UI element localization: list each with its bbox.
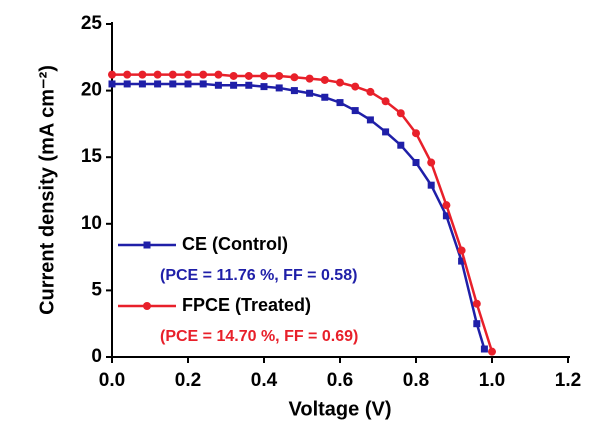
data-point [244,71,253,80]
y-tick-label: 0 [91,346,102,367]
data-point [229,71,238,80]
data-point [275,71,284,80]
data-point [214,70,223,79]
data-point [123,80,131,88]
data-point [488,347,496,356]
data-point [184,70,192,79]
data-point [245,81,253,89]
data-point [472,299,481,308]
data-point [336,99,344,107]
data-point [396,109,405,118]
y-tick-label: 15 [81,146,103,167]
data-point [473,320,481,328]
data-point [381,97,390,106]
data-point [123,70,132,79]
data-point [351,82,360,91]
data-point [260,83,268,91]
x-tick-label: 0.2 [175,370,201,391]
data-point [108,70,116,79]
x-tick-label: 0.0 [99,370,125,391]
data-point [108,80,116,88]
data-point [306,89,314,97]
data-point [214,81,222,89]
data-point [154,80,162,88]
y-tick-label: 5 [91,279,102,300]
y-tick-label: 25 [81,13,103,34]
x-tick-label: 0.6 [327,370,353,391]
data-point [427,181,435,189]
data-point [427,158,436,167]
data-point [138,70,147,79]
data-point [290,87,298,95]
x-tick-label: 1.2 [555,370,581,391]
data-point [336,78,344,87]
data-point [138,80,146,88]
data-point [199,70,208,79]
data-point [351,107,359,115]
data-point [168,70,177,79]
data-point [169,80,177,88]
data-point [305,74,314,83]
data-point [412,159,420,167]
data-point [480,345,488,353]
data-point [366,87,375,96]
data-point [442,212,450,220]
legend-marker [143,302,151,310]
data-point [382,128,390,136]
legend-note: (PCE = 11.76 %, FF = 0.58) [160,267,357,284]
y-axis-label: Current density (mA cm⁻²) [36,65,58,315]
data-point [458,257,466,265]
y-tick-label: 20 [81,80,102,101]
x-tick-label: 0.4 [251,370,278,391]
data-point [260,71,268,80]
data-point [230,81,238,89]
data-point [412,129,420,138]
data-point [290,73,299,82]
legend-note: (PCE = 14.70 %, FF = 0.69) [160,328,358,345]
data-point [153,70,162,79]
data-point [442,201,451,210]
data-point [397,141,405,149]
data-point [366,116,374,124]
data-point [199,80,207,88]
data-point [457,246,466,255]
x-axis-label: Voltage (V) [289,398,392,420]
data-point [320,75,329,84]
x-tick-label: 0.8 [403,370,429,391]
legend-label: FPCE (Treated) [182,295,311,315]
data-point [275,84,283,92]
data-point [321,93,329,101]
x-tick-label: 1.0 [479,370,505,391]
y-tick-label: 10 [81,213,102,234]
legend-marker [143,241,151,249]
data-point [184,80,192,88]
legend-label: CE (Control) [182,234,288,254]
